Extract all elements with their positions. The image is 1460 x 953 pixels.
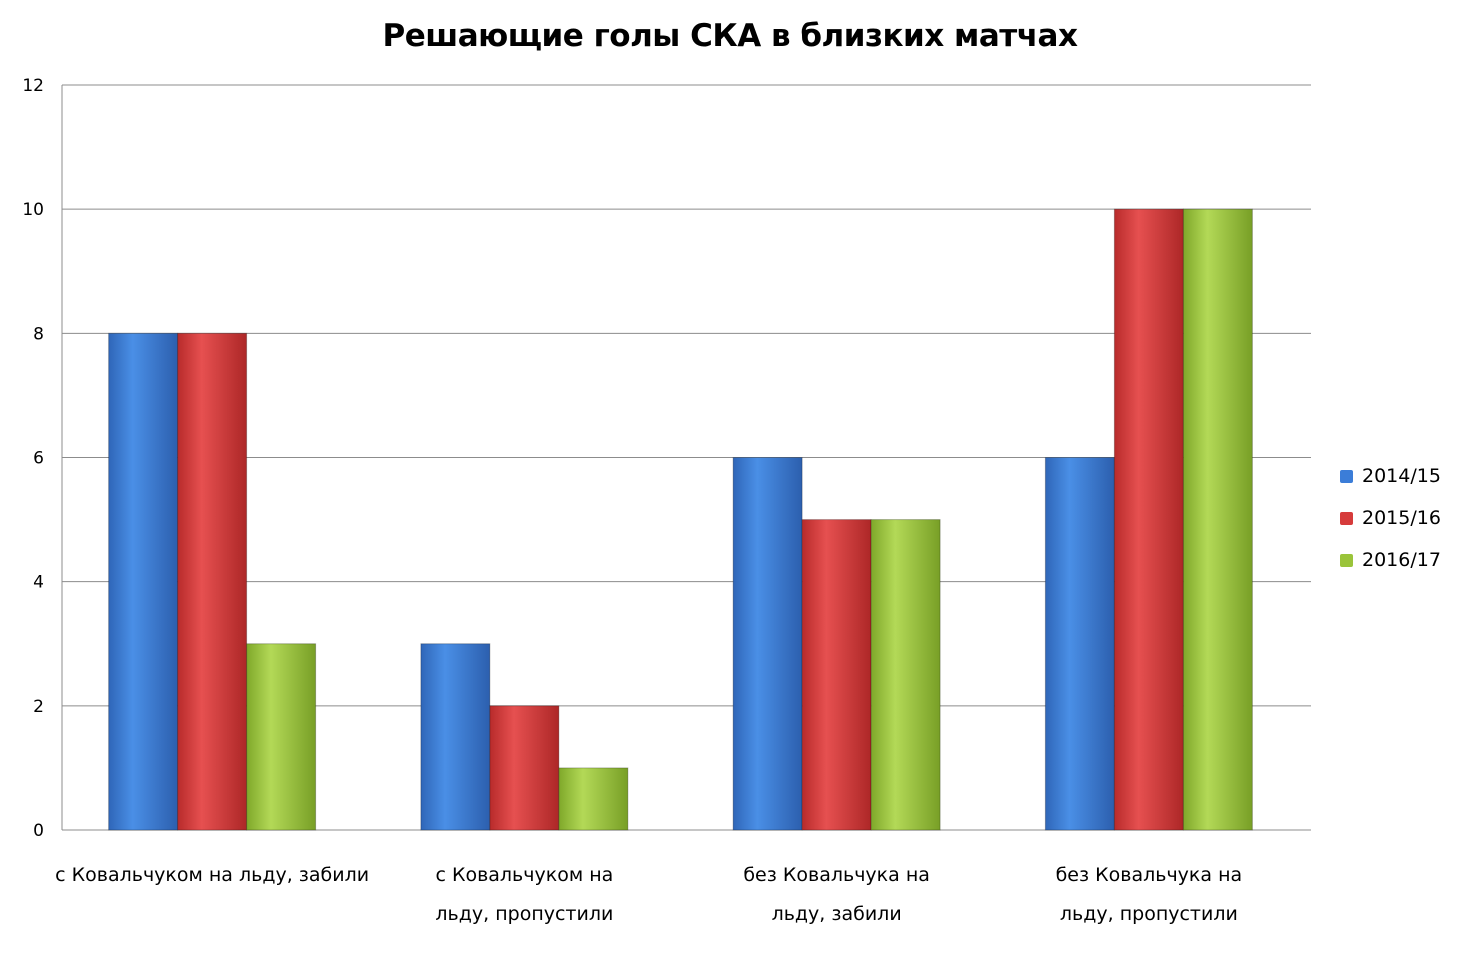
legend-label: 2016/17 [1362, 549, 1441, 571]
bar-2015-16-cat1 [177, 332, 248, 831]
bar-2014-15-cat2 [420, 643, 491, 831]
x-category-label: с Ковальчуком на льду, забили [55, 864, 369, 886]
chart-title: Решающие голы СКА в близких матчах [382, 18, 1078, 54]
bar-2014-15-cat4 [1044, 457, 1115, 831]
legend-swatch [1340, 553, 1353, 567]
legend-item-2015-16: 2015/16 [1340, 497, 1441, 539]
y-tick-label: 10 [22, 200, 44, 220]
legend: 2014/15 2015/16 2016/17 [1340, 455, 1441, 581]
bar-2015-16-cat2 [489, 705, 560, 831]
x-category-label: без Ковальчука на [743, 864, 930, 886]
bar-2014-15-cat1 [108, 332, 179, 831]
legend-item-2014-15: 2014/15 [1340, 455, 1441, 497]
legend-label: 2015/16 [1362, 507, 1441, 529]
x-category-label: льду, забили [772, 903, 902, 925]
y-tick-label: 8 [33, 324, 44, 344]
x-category-label: льду, пропустили [1060, 903, 1238, 925]
legend-swatch [1340, 511, 1353, 525]
bar-2015-16-cat3 [801, 519, 872, 831]
y-tick-label: 12 [22, 76, 44, 96]
legend-label: 2014/15 [1362, 465, 1441, 487]
bar-2016-17-cat1 [246, 643, 317, 831]
y-tick-label: 4 [33, 573, 44, 593]
x-category-label: льду, пропустили [435, 903, 613, 925]
x-category-label: без Ковальчука на [1056, 864, 1243, 886]
bar-2014-15-cat3 [732, 457, 803, 831]
legend-swatch [1340, 469, 1353, 483]
legend-item-2016-17: 2016/17 [1340, 539, 1441, 581]
bar-2016-17-cat3 [870, 519, 941, 831]
bar-2016-17-cat2 [558, 767, 629, 831]
y-tick-label: 0 [33, 821, 44, 841]
bar-2015-16-cat4 [1113, 208, 1184, 831]
y-tick-label: 2 [33, 697, 44, 717]
x-category-label: с Ковальчуком на [435, 864, 613, 886]
bar-2016-17-cat4 [1182, 208, 1253, 831]
y-tick-label: 6 [33, 449, 44, 469]
